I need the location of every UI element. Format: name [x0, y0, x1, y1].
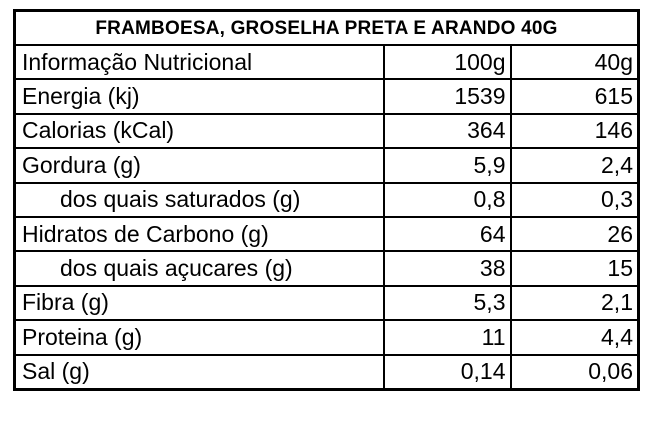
row-label: Hidratos de Carbono (g): [13, 215, 385, 253]
row-label: Fibra (g): [13, 284, 385, 322]
table-title: FRAMBOESA, GROSELHA PRETA E ARANDO 40G: [13, 9, 640, 46]
row-value: 40g: [509, 43, 640, 81]
title-row: FRAMBOESA, GROSELHA PRETA E ARANDO 40G: [13, 9, 640, 46]
table-row: Sal (g) 0,14 0,06: [13, 353, 640, 391]
nutrition-table: FRAMBOESA, GROSELHA PRETA E ARANDO 40G I…: [13, 9, 640, 391]
row-value: 11: [382, 319, 512, 356]
table-row: dos quais saturados (g) 0,8 0,3: [13, 181, 640, 218]
row-label: dos quais saturados (g): [13, 181, 385, 218]
row-value: 0,06: [509, 353, 640, 391]
table-row: Energia (kj) 1539 615: [13, 78, 640, 115]
row-label: Calorias (kCal): [13, 112, 385, 150]
row-label: dos quais açucares (g): [13, 250, 385, 287]
row-label: Proteina (g): [13, 319, 385, 356]
table-body: FRAMBOESA, GROSELHA PRETA E ARANDO 40G I…: [13, 9, 640, 391]
table-row: Informação Nutricional 100g 40g: [13, 43, 640, 81]
row-value: 615: [509, 78, 640, 115]
row-value: 1539: [382, 78, 512, 115]
table-row: Calorias (kCal) 364 146: [13, 112, 640, 150]
row-label: Sal (g): [13, 353, 385, 391]
table-row: Hidratos de Carbono (g) 64 26: [13, 215, 640, 253]
row-value: 0,14: [382, 353, 512, 391]
row-value: 38: [382, 250, 512, 287]
row-value: 2,1: [509, 284, 640, 322]
table-row: Gordura (g) 5,9 2,4: [13, 147, 640, 184]
table-row: dos quais açucares (g) 38 15: [13, 250, 640, 287]
row-label: Energia (kj): [13, 78, 385, 115]
row-value: 4,4: [509, 319, 640, 356]
row-value: 64: [382, 215, 512, 253]
row-value: 146: [509, 112, 640, 150]
row-value: 5,3: [382, 284, 512, 322]
row-value: 26: [509, 215, 640, 253]
row-value: 5,9: [382, 147, 512, 184]
table-row: Proteina (g) 11 4,4: [13, 319, 640, 356]
row-value: 15: [509, 250, 640, 287]
row-label: Informação Nutricional: [13, 43, 385, 81]
row-label: Gordura (g): [13, 147, 385, 184]
table-row: Fibra (g) 5,3 2,1: [13, 284, 640, 322]
row-value: 100g: [382, 43, 512, 81]
row-value: 2,4: [509, 147, 640, 184]
row-value: 0,8: [382, 181, 512, 218]
row-value: 0,3: [509, 181, 640, 218]
row-value: 364: [382, 112, 512, 150]
